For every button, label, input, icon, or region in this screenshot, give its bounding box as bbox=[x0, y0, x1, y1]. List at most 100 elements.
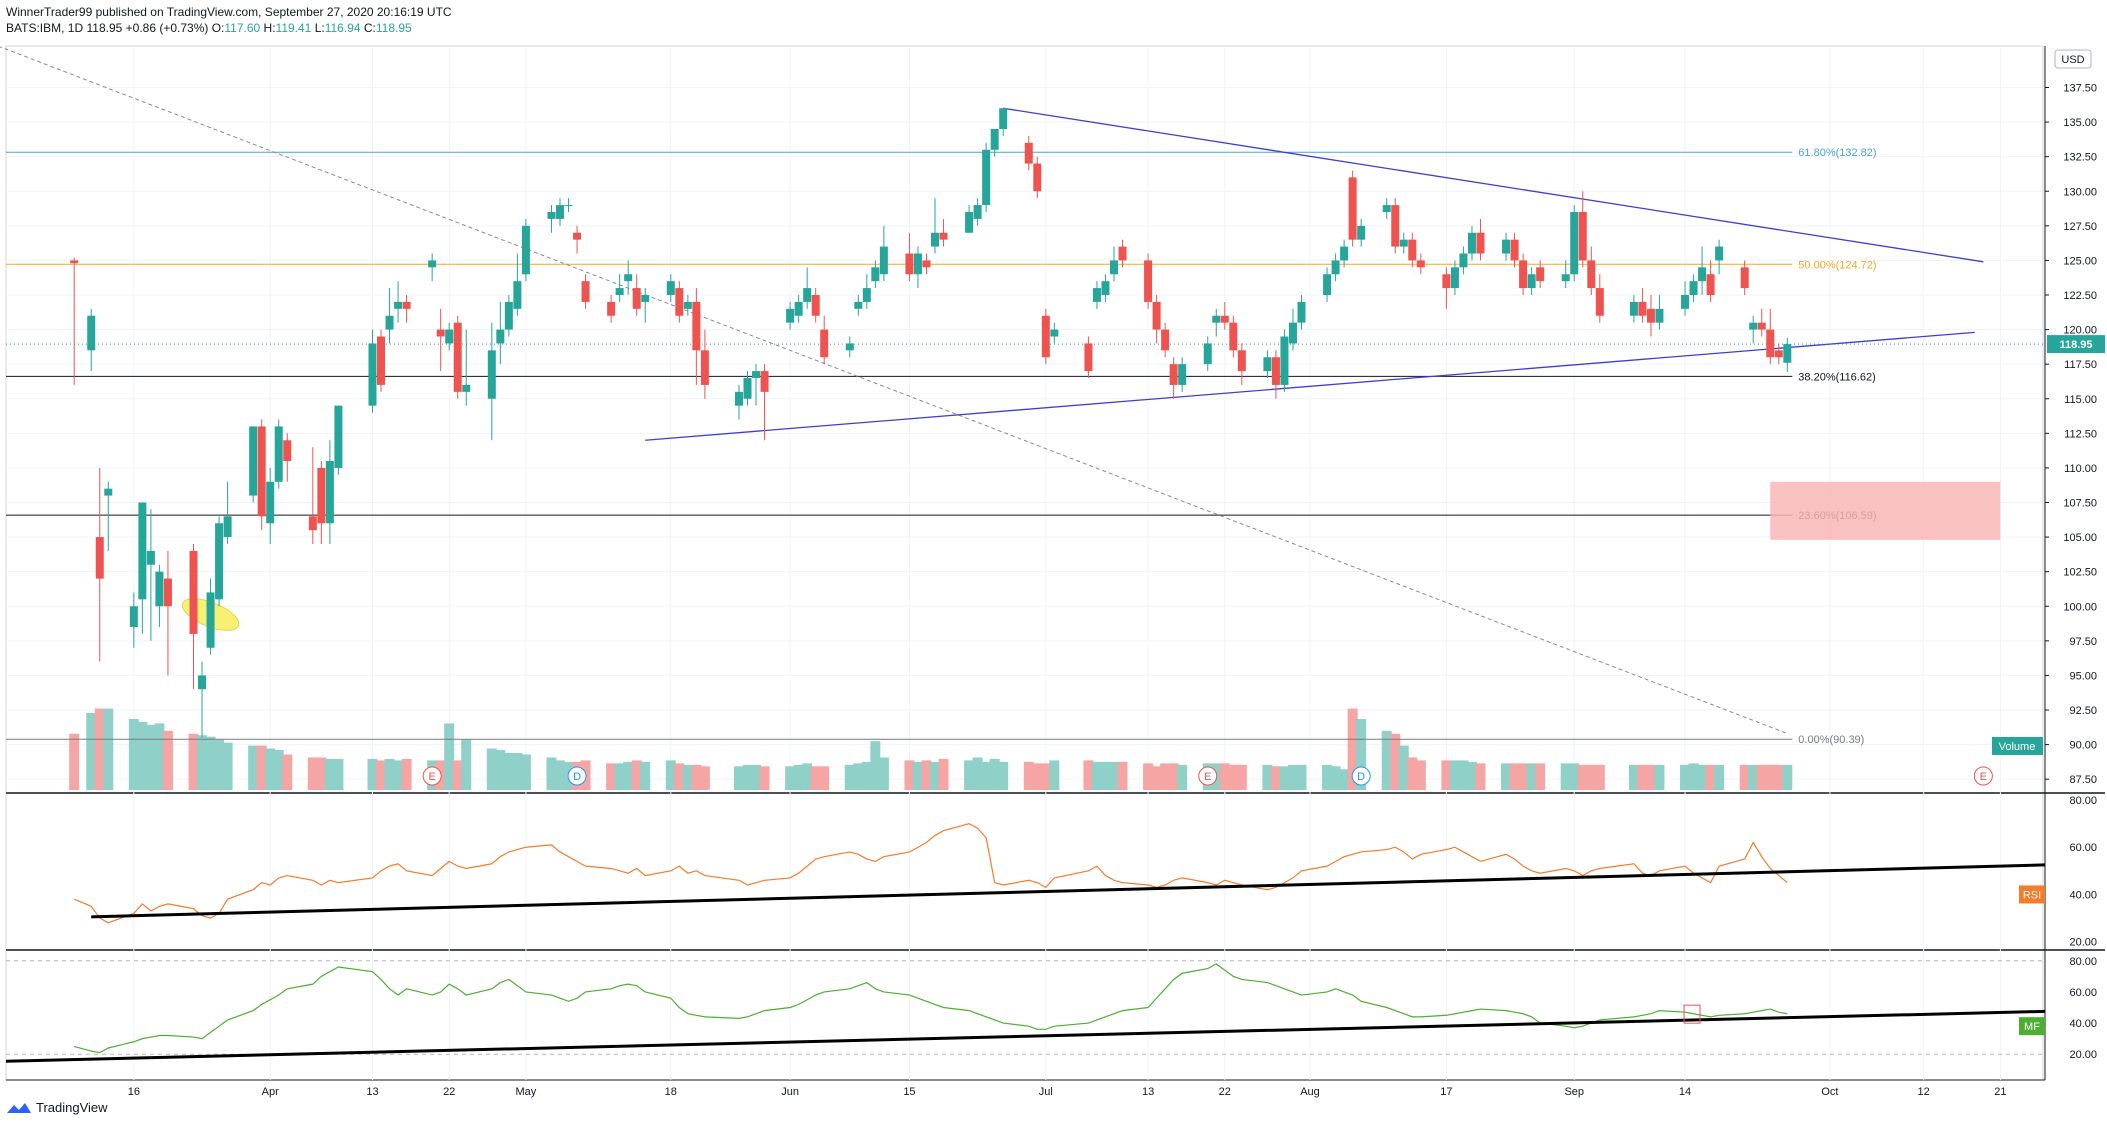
candle-body bbox=[445, 329, 454, 344]
candle-body bbox=[215, 523, 224, 600]
time-tick-label: 14 bbox=[1679, 1086, 1691, 1098]
volume-bar bbox=[1756, 764, 1767, 790]
candle-body bbox=[1510, 239, 1519, 261]
price-tick-label: 87.50 bbox=[2069, 774, 2097, 786]
candle-body bbox=[1519, 260, 1528, 289]
time-tick-label: Aug bbox=[1300, 1086, 1320, 1098]
volume-bar bbox=[495, 750, 506, 790]
candle-body bbox=[1536, 267, 1545, 282]
volume-bar bbox=[1688, 763, 1699, 790]
indicator-tick-label: 80.00 bbox=[2069, 795, 2097, 807]
volume-bar bbox=[1466, 761, 1477, 790]
axes: 137.50 135.00 132.50 130.00 127.50 125.00 122.… bbox=[128, 49, 2105, 1098]
target-zone bbox=[1770, 481, 2001, 540]
candle-body bbox=[1212, 315, 1221, 323]
volume-bar bbox=[733, 766, 744, 790]
volume-bar bbox=[1475, 763, 1486, 790]
volume-bar bbox=[1782, 764, 1793, 790]
candle-body bbox=[257, 426, 266, 517]
volume-bar bbox=[606, 763, 617, 790]
indicator-badge bbox=[2019, 885, 2045, 904]
time-tick-label: Jul bbox=[1039, 1086, 1053, 1098]
volume-bar bbox=[1773, 764, 1784, 790]
lower-trendline bbox=[645, 331, 1975, 441]
volume-bar bbox=[699, 766, 710, 790]
volume-bar bbox=[1518, 763, 1529, 790]
candle-body bbox=[1178, 364, 1187, 385]
currency-badge bbox=[2054, 49, 2092, 69]
volume-bar bbox=[145, 724, 156, 790]
time-tick-label: 18 bbox=[665, 1086, 677, 1098]
candle-body bbox=[615, 288, 624, 295]
volume-bar bbox=[546, 757, 557, 790]
volume-bar bbox=[938, 758, 949, 790]
candle-body bbox=[1399, 239, 1408, 247]
candle-body bbox=[1041, 315, 1050, 358]
candle-body bbox=[641, 295, 650, 302]
volume-bar bbox=[333, 758, 344, 790]
candle-body bbox=[487, 350, 496, 399]
candle-body bbox=[249, 426, 258, 496]
price-tick-label: 90.00 bbox=[2069, 740, 2097, 752]
candle-body bbox=[820, 329, 829, 358]
time-tick-label: 22 bbox=[443, 1086, 455, 1098]
volume-bar bbox=[1339, 769, 1350, 790]
volume-bar bbox=[1415, 760, 1426, 790]
open-value: 117.60 bbox=[224, 21, 261, 35]
volume-bar bbox=[1458, 760, 1469, 790]
candle-body bbox=[905, 253, 914, 275]
candle-body bbox=[504, 301, 513, 330]
volume-bar bbox=[793, 764, 804, 790]
candle-body bbox=[95, 537, 104, 579]
volume-bar bbox=[1705, 764, 1716, 790]
current-price-label: 118.95 bbox=[2059, 339, 2092, 351]
indicator-label: MF bbox=[2024, 1021, 2040, 1033]
event-marker-label: E bbox=[1204, 771, 1211, 783]
volume-bar bbox=[248, 745, 259, 790]
volume-bar bbox=[1628, 764, 1639, 790]
indicator-tick-label: 60.00 bbox=[2069, 987, 2097, 999]
candle-body bbox=[436, 329, 445, 337]
event-marker bbox=[567, 766, 587, 786]
indicator-tick-label: 80.00 bbox=[2069, 956, 2097, 968]
candle-body bbox=[1595, 288, 1604, 316]
footer-brand[interactable]: TradingView bbox=[6, 1100, 108, 1115]
candle-body bbox=[308, 516, 317, 531]
symbol-label[interactable]: BATS:IBM, 1D bbox=[6, 21, 84, 35]
high-value: 119.41 bbox=[275, 21, 312, 35]
candle-body bbox=[982, 149, 991, 206]
volume-bar bbox=[1347, 708, 1358, 790]
candle-body bbox=[1638, 301, 1647, 316]
candle-body bbox=[1118, 246, 1127, 261]
rsi-trendline bbox=[91, 863, 2046, 919]
candle-body bbox=[1408, 239, 1417, 261]
candle-body bbox=[666, 281, 675, 295]
time-tick-label: Oct bbox=[1821, 1086, 1838, 1098]
candle-body bbox=[999, 108, 1008, 129]
event-marker-label: E bbox=[428, 771, 435, 783]
candle-body bbox=[752, 371, 761, 378]
candle-body bbox=[1237, 350, 1246, 372]
low-value: 116.94 bbox=[324, 21, 361, 35]
volume-bar bbox=[69, 733, 80, 790]
price-tick-label: 137.50 bbox=[2063, 83, 2097, 95]
volume-bar bbox=[1501, 763, 1512, 790]
time-tick-label: Sep bbox=[1564, 1086, 1584, 1098]
volume-bar bbox=[376, 760, 387, 790]
volume-bar bbox=[273, 750, 284, 790]
volume-bar bbox=[878, 757, 889, 790]
volume-bar bbox=[1083, 760, 1094, 790]
time-tick-label: 13 bbox=[1142, 1086, 1154, 1098]
mf-line bbox=[74, 963, 1788, 1054]
volume-bar bbox=[384, 758, 395, 790]
indicator-tick-label: 20.00 bbox=[2069, 937, 2097, 949]
candle-body bbox=[547, 212, 556, 219]
volume-bar bbox=[222, 742, 233, 790]
volume-bar bbox=[1177, 764, 1188, 790]
price-tick-label: 95.00 bbox=[2069, 670, 2097, 682]
price-tick-label: 135.00 bbox=[2063, 117, 2097, 129]
event-marker bbox=[422, 766, 442, 786]
candle-body bbox=[1391, 205, 1400, 247]
candle-body bbox=[1570, 212, 1579, 275]
